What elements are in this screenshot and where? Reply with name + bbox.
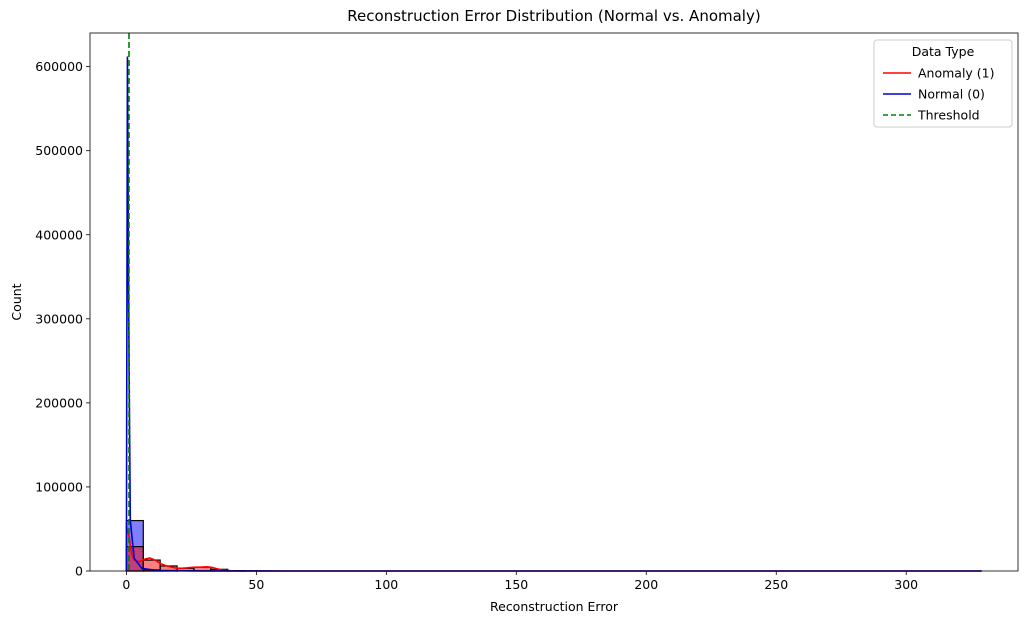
legend-title: Data Type <box>912 44 975 59</box>
legend-box <box>873 39 1013 128</box>
x-axis-ticks: 0 50 100 150 200 250 300 <box>122 571 918 592</box>
y-tick-label: 600000 <box>35 59 83 74</box>
y-tick-label: 100000 <box>35 479 83 494</box>
x-tick-label: 150 <box>504 577 528 592</box>
plot-area <box>125 33 982 572</box>
y-axis-ticks: 0 100000 200000 300000 400000 500000 600000 <box>35 59 90 579</box>
x-tick-label: 0 <box>122 577 130 592</box>
legend-label-2: Threshold <box>917 108 980 123</box>
y-tick-label: 300000 <box>35 311 83 326</box>
normal-kde-line <box>125 56 982 572</box>
x-tick-label: 100 <box>374 577 398 592</box>
legend: Data Type Anomaly (1) Normal (0) Threshold <box>873 39 1013 128</box>
chart-title: Reconstruction Error Distribution (Norma… <box>347 7 760 25</box>
plot-frame <box>89 32 1019 572</box>
legend-label-0: Anomaly (1) <box>918 66 995 81</box>
x-tick-label: 200 <box>634 577 658 592</box>
x-axis-title: Reconstruction Error <box>490 599 619 614</box>
y-tick-label: 500000 <box>35 143 83 158</box>
kde-lines <box>125 56 982 572</box>
x-tick-label: 300 <box>894 577 918 592</box>
x-tick-label: 250 <box>764 577 788 592</box>
y-tick-label: 200000 <box>35 395 83 410</box>
x-tick-label: 50 <box>248 577 264 592</box>
y-tick-label: 400000 <box>35 227 83 242</box>
y-axis-title: Count <box>9 283 24 320</box>
legend-label-1: Normal (0) <box>918 87 985 102</box>
anomaly-kde-line <box>125 527 982 572</box>
y-tick-label: 0 <box>75 564 83 579</box>
legend-entries: Anomaly (1) Normal (0) Threshold <box>883 66 995 123</box>
